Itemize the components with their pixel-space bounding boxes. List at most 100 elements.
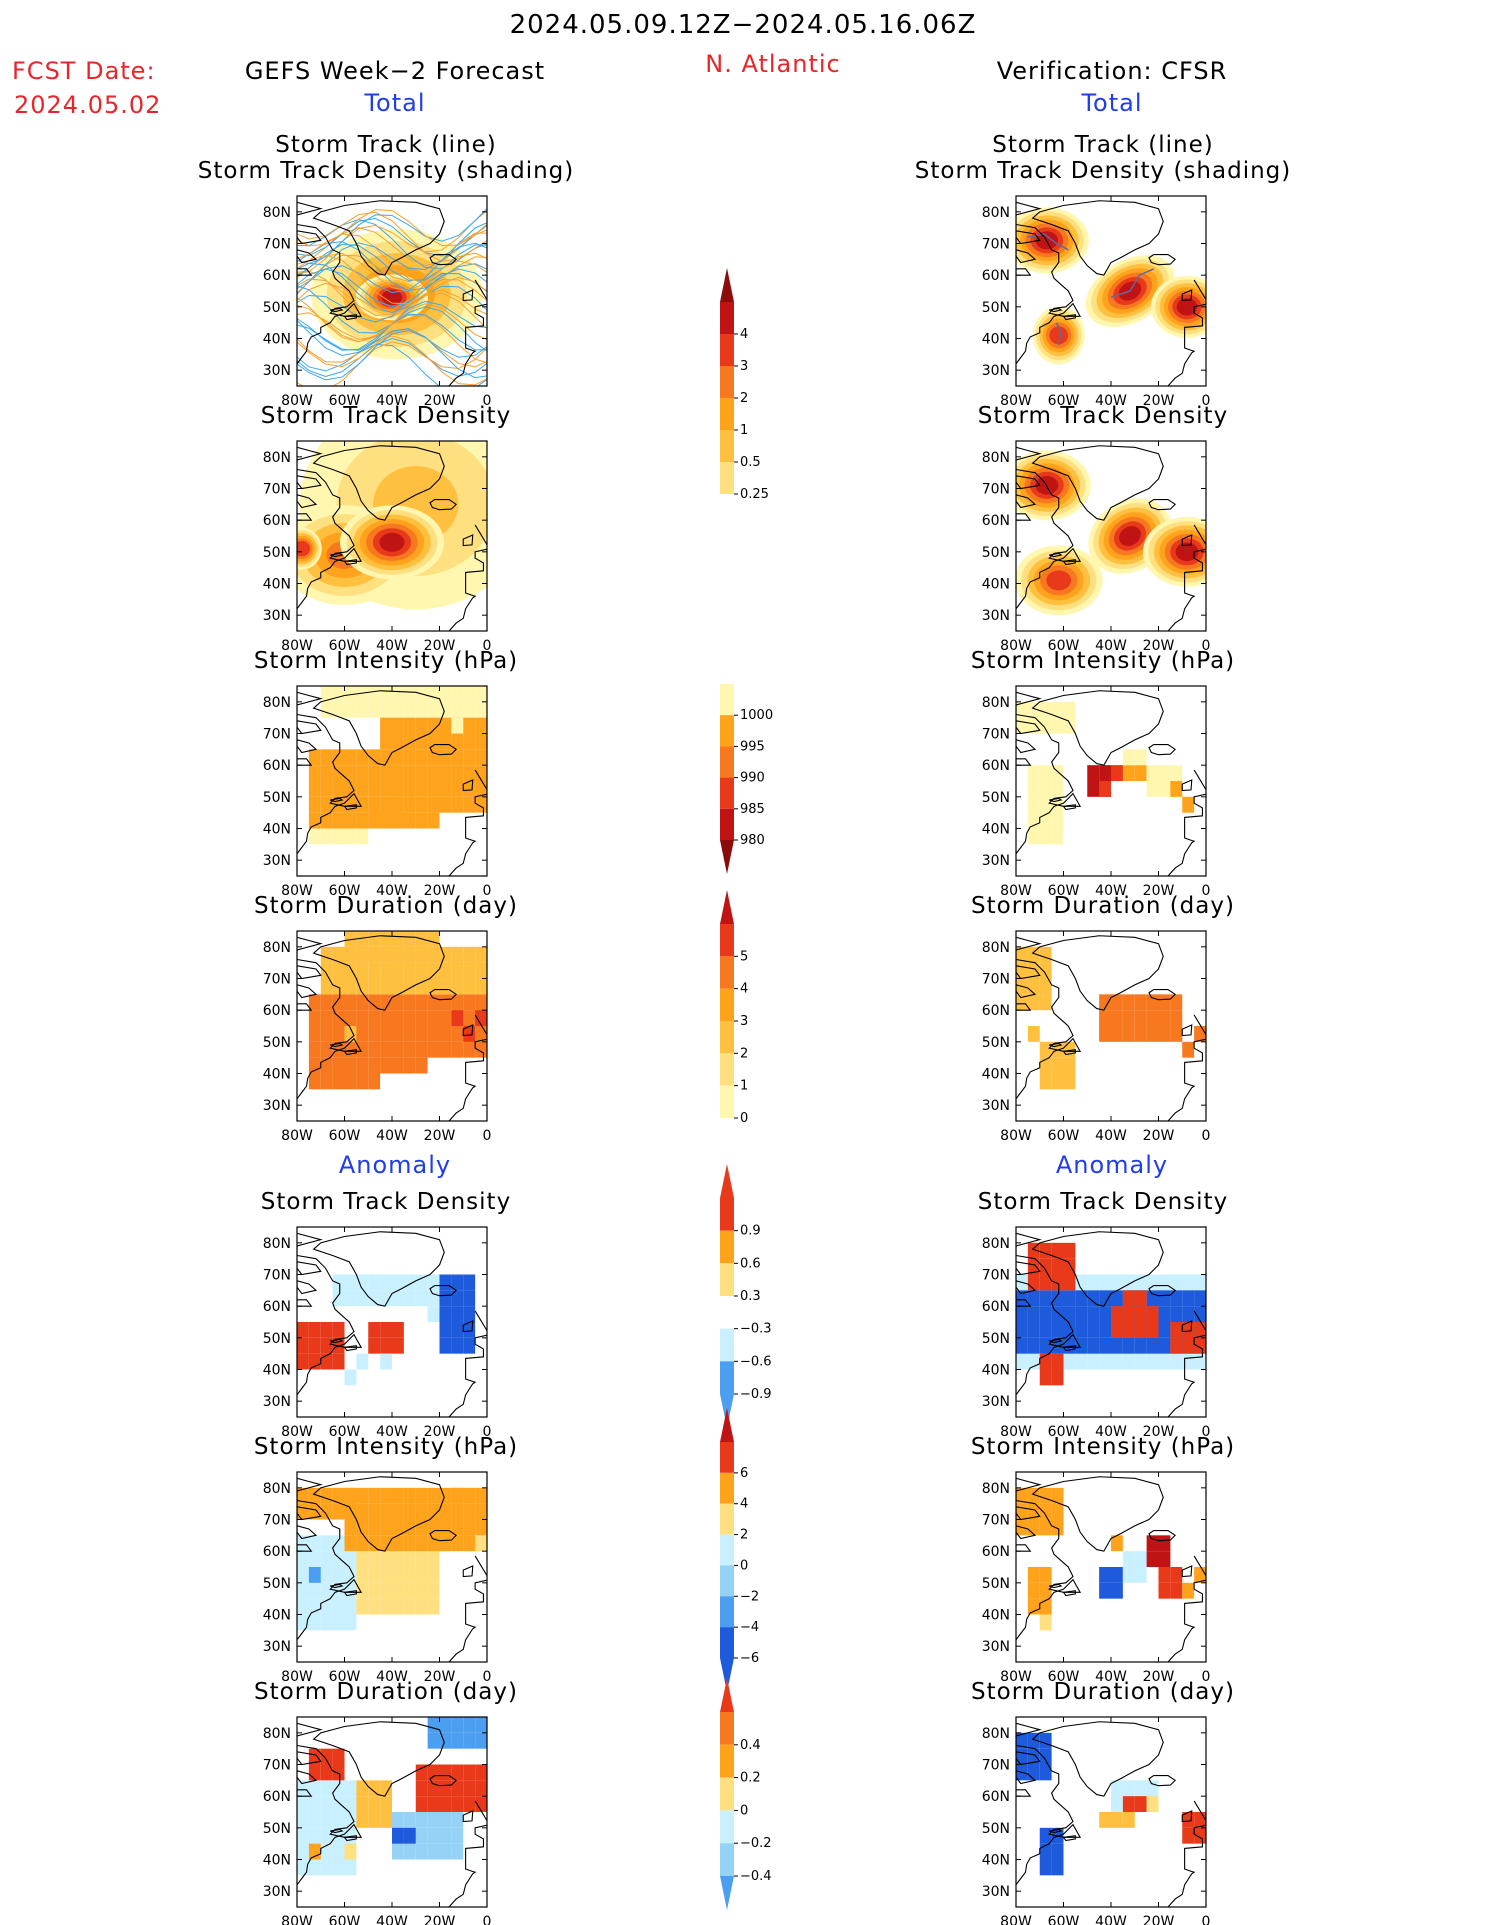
field-cell (1111, 1780, 1123, 1797)
right-track-shading-title: Storm Track Density (shading) (914, 158, 1292, 184)
field-cell (1182, 796, 1195, 813)
field-cell (356, 1780, 369, 1797)
field-cell (297, 1322, 309, 1338)
lon-label: 0 (1202, 1128, 1211, 1144)
field-cell (1111, 1290, 1123, 1307)
field-cell (1099, 1353, 1111, 1370)
field-cell (439, 1732, 452, 1749)
field-cell (475, 1796, 487, 1812)
field-cell (403, 1041, 416, 1058)
lat-label: 40N (982, 1363, 1010, 1379)
colorbar-swatch (720, 1442, 734, 1473)
field-cell (1039, 1843, 1052, 1860)
field-cell (356, 1274, 369, 1291)
field-cell (356, 1487, 369, 1504)
field-cell (320, 828, 333, 845)
coastline (1062, 1345, 1076, 1352)
field-cell (332, 1353, 345, 1370)
field-cell (415, 1010, 428, 1026)
map-panel-9: 80N 70N 60N 50N 40N 30N 80W 60W 40W 20W 0 (982, 1226, 1210, 1440)
field-cell (1039, 1041, 1052, 1058)
lat-label: 70N (263, 727, 291, 743)
field-cell (332, 765, 345, 781)
lat-label: 40N (982, 1608, 1010, 1624)
lon-label: 60W (329, 883, 361, 899)
colorbar-label: −4 (740, 1620, 759, 1635)
lat-label: 50N (982, 545, 1010, 561)
field-cell (356, 1582, 369, 1599)
field-cell (368, 1780, 381, 1797)
field-cell (392, 701, 404, 718)
lon-label: 0 (1202, 1669, 1211, 1685)
lat-label: 70N (263, 237, 291, 253)
coastline (1062, 1049, 1076, 1056)
field-cell (1051, 717, 1064, 734)
field-cell (1158, 1026, 1171, 1042)
field-cell (1016, 962, 1028, 979)
coastline (343, 1049, 357, 1056)
field-cell (1170, 1010, 1183, 1026)
field-cell (368, 1073, 381, 1090)
field-cell (344, 1519, 357, 1536)
map-panel-6: 80N 70N 60N 50N 40N 30N 80W 60W 40W 20W 0 (263, 930, 491, 1144)
field-cell (1122, 1306, 1135, 1322)
field-cell (1111, 1535, 1123, 1552)
coastline (312, 1721, 445, 1797)
colorbar-label: 990 (740, 771, 765, 786)
field-cell (1027, 1519, 1040, 1536)
field-cell (332, 1567, 345, 1583)
field-cell (1016, 1487, 1028, 1504)
storm-track-line (297, 335, 487, 386)
field-cell (1146, 994, 1159, 1011)
coastline (297, 1003, 313, 1011)
coastline (297, 475, 322, 490)
lon-label: 60W (329, 638, 361, 654)
lon-label: 0 (1202, 883, 1211, 899)
right-anom-density-title: Storm Track Density (977, 1189, 1229, 1215)
map-field (297, 1231, 487, 1417)
field-cell (392, 781, 404, 797)
right-total-label: Total (1081, 89, 1143, 117)
colorbar-end (720, 1876, 734, 1910)
field-cell (415, 962, 428, 979)
field-cell (368, 1796, 381, 1812)
colorbar-label: 4 (740, 1497, 748, 1512)
lon-label: 0 (1202, 638, 1211, 654)
coastline (448, 769, 487, 876)
field-cell (427, 717, 440, 734)
map-panel-2: 80N 70N 60N 50N 40N 30N 80W 60W 40W 20W 0 (263, 440, 491, 654)
field-cell (392, 686, 404, 702)
lon-label: 20W (1143, 883, 1175, 899)
colorbar-label: −6 (740, 1651, 759, 1666)
field-cell (356, 1057, 369, 1074)
coastline (312, 690, 445, 766)
lat-label: 30N (982, 1639, 1010, 1655)
field-cell (1194, 1827, 1206, 1844)
field-cell (1039, 994, 1052, 1011)
left-track-density-title: Storm Track Density (260, 403, 512, 429)
lat-label: 30N (982, 853, 1010, 869)
coastline (429, 744, 457, 756)
field-cell (1027, 828, 1040, 845)
field-cell (1194, 1290, 1206, 1307)
field-cell (356, 978, 369, 995)
field-cell (1063, 1290, 1076, 1307)
coastline (1049, 1042, 1063, 1048)
field-cell (368, 1551, 381, 1567)
field-cell (308, 1859, 321, 1876)
field-cell (1075, 1290, 1088, 1307)
field-cell (380, 1026, 392, 1042)
field-cell (1134, 994, 1147, 1011)
coastline (462, 289, 474, 302)
colorbar-swatch (720, 777, 734, 809)
field-cell (368, 686, 381, 702)
lon-label: 60W (1048, 1424, 1080, 1440)
lat-label: 50N (982, 1576, 1010, 1592)
field-cell (368, 796, 381, 813)
field-cell (1111, 1337, 1123, 1354)
field-cell (344, 1369, 357, 1386)
field-cell (439, 749, 452, 766)
colorbar-label: 3 (740, 1014, 748, 1029)
colorbar-swatch (720, 1744, 734, 1778)
